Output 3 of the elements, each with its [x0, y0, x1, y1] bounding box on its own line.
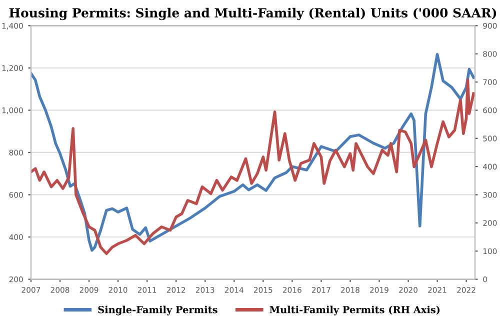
- legend-label: Single-Family Permits: [98, 306, 218, 316]
- chart-title: Housing Permits: Single and Multi-Family (Rental) Units ('000 SAAR): [9, 8, 496, 20]
- legend-label: Multi-Family Permits (RH Axis): [270, 306, 440, 316]
